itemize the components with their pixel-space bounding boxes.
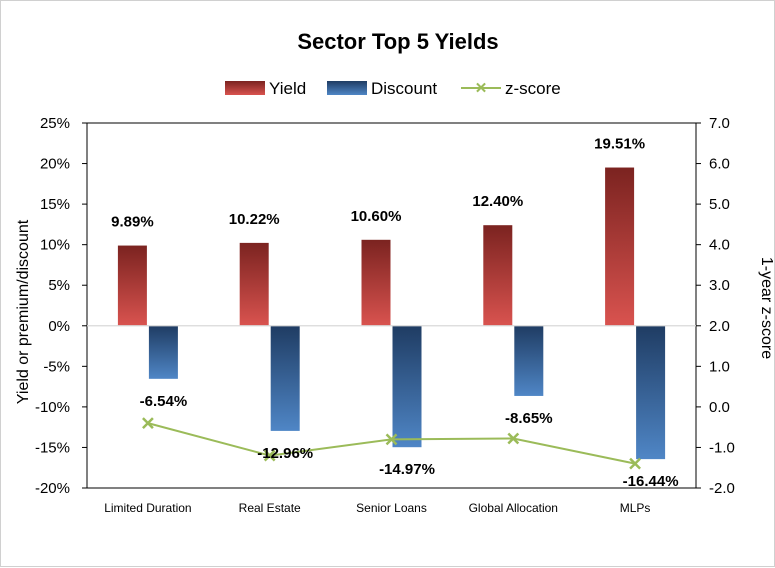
y2-tick-label: 4.0: [709, 237, 730, 254]
data-label-discount: -8.65%: [505, 410, 553, 427]
zscore-line: [147, 422, 636, 465]
chart-title: Sector Top 5 Yields: [297, 29, 498, 54]
data-label-yield: 12.40%: [472, 193, 523, 210]
data-label-yield: 19.51%: [594, 136, 645, 153]
data-label-yield: 10.22%: [229, 211, 280, 228]
y-tick-label: -10%: [35, 399, 70, 416]
y2-tick-label: 3.0: [709, 277, 730, 294]
bar-discount: [148, 325, 178, 379]
y2-axis-title: 1-year z-score: [758, 257, 775, 359]
y2-tick-label: -2.0: [709, 480, 735, 497]
y-tick-label: 10%: [40, 237, 70, 254]
y2-tick-label: -1.0: [709, 439, 735, 456]
y-tick-label: 15%: [40, 196, 70, 213]
y-tick-label: 20%: [40, 156, 70, 173]
data-label-discount: -14.97%: [379, 461, 435, 478]
zscore-point: [507, 432, 520, 445]
y2-tick-label: 7.0: [709, 115, 730, 132]
category-label: MLPs: [620, 501, 651, 515]
legend: Yield Discount ✕ z-score: [225, 79, 561, 98]
plot-area: 25% 20% 15% 10% 5% 0% -5% -10% -15% -20% 7.0 6.0 5.0…: [35, 115, 735, 515]
category-label: Limited Duration: [104, 501, 191, 515]
zscore-point: [385, 433, 398, 446]
legend-swatch-discount: [327, 81, 367, 95]
y-tick-label: 25%: [40, 115, 70, 132]
zscore-point: [629, 457, 641, 470]
bar-yield: [483, 225, 513, 326]
data-label-discount: -16.44%: [623, 473, 679, 490]
bar-discount: [270, 325, 300, 431]
category-label: Senior Loans: [356, 501, 427, 515]
legend-label-zscore: z-score: [505, 79, 561, 98]
y-tick-label: 5%: [48, 277, 70, 294]
y-tick-label: -5%: [43, 358, 70, 375]
y-tick-label: -15%: [35, 439, 70, 456]
zscore-point: [142, 417, 154, 429]
y-tick-label: 0%: [48, 318, 70, 335]
bar-yield: [239, 242, 269, 326]
y2-tick-label: 2.0: [709, 318, 730, 335]
y-axis-title: Yield or premium/discount: [15, 219, 32, 404]
plot-border: [86, 122, 697, 489]
bar-discount: [514, 325, 544, 396]
bar-yield: [117, 245, 147, 326]
data-label-yield: 10.60%: [351, 208, 402, 225]
legend-swatch-yield: [225, 81, 265, 95]
y2-tick-label: 6.0: [709, 156, 730, 173]
legend-label-yield: Yield: [269, 79, 306, 98]
category-label: Real Estate: [239, 501, 301, 515]
bar-discount: [392, 325, 422, 448]
legend-label-discount: Discount: [371, 79, 437, 98]
y2-tick-label: 5.0: [709, 196, 730, 213]
bar-yield: [361, 239, 391, 326]
y-tick-label: -20%: [35, 480, 70, 497]
bar-yield: [605, 167, 635, 326]
data-label-discount: -6.54%: [140, 393, 188, 410]
y2-tick-label: 1.0: [709, 358, 730, 375]
legend-marker-zscore: ✕: [475, 80, 488, 97]
zscore-point: [263, 449, 276, 462]
y2-tick-label: 0.0: [709, 399, 730, 416]
category-label: Global Allocation: [469, 501, 558, 515]
bar-discount: [636, 325, 666, 460]
data-label-discount: -12.96%: [257, 445, 313, 462]
data-label-yield: 9.89%: [111, 214, 154, 231]
